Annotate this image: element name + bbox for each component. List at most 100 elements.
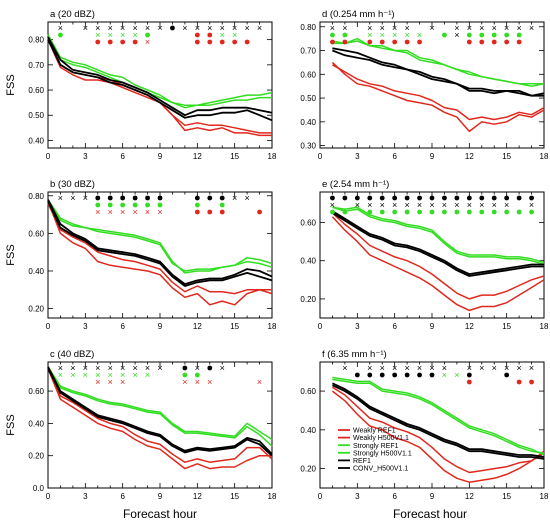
marker-cross: ×	[120, 377, 125, 387]
marker-cross: ×	[257, 23, 262, 33]
x-tick-label: 0	[46, 152, 51, 161]
marker-dot	[379, 39, 385, 45]
y-tick-label: 0.80	[300, 23, 316, 32]
y-axis-label: FSS	[5, 74, 17, 95]
y-tick-label: 0.80	[28, 192, 44, 201]
marker-cross: ×	[220, 363, 225, 373]
series-line-1	[332, 64, 545, 121]
x-tick-label: 6	[392, 492, 397, 501]
marker-cross: ×	[58, 23, 63, 33]
y-axis-label: FSS	[5, 414, 17, 435]
marker-dot	[417, 39, 422, 45]
marker-cross: ×	[120, 30, 125, 40]
marker-dot	[257, 209, 262, 215]
marker-cross: ×	[108, 363, 113, 373]
marker-cross: ×	[132, 370, 137, 380]
marker-dot	[145, 202, 150, 208]
x-tick-label: 15	[230, 492, 239, 501]
y-tick-label: 0.40	[28, 267, 44, 276]
marker-cross: ×	[429, 363, 434, 373]
marker-cross: ×	[404, 23, 409, 33]
marker-dot	[417, 209, 422, 215]
marker-dot	[442, 209, 447, 215]
marker-dot	[392, 195, 398, 201]
marker-cross: ×	[504, 363, 509, 373]
panel-title: a (20 dBZ)	[50, 9, 95, 20]
marker-cross: ×	[207, 377, 212, 387]
marker-dot	[442, 32, 447, 38]
x-tick-label: 0	[318, 492, 323, 501]
panel-4: e (2.54 mm h⁻¹) 0 3 6 9 12 15 18 0.20 0.40 0.60 × × ×…	[300, 179, 549, 331]
marker-dot	[107, 202, 113, 208]
marker-cross: ×	[504, 23, 509, 33]
marker-dot	[442, 195, 447, 201]
x-tick-label: 9	[158, 152, 163, 161]
series-line-5	[332, 49, 544, 97]
marker-cross: ×	[244, 23, 249, 33]
marker-cross: ×	[355, 200, 360, 210]
marker-dot	[194, 202, 200, 208]
marker-cross: ×	[467, 200, 472, 210]
marker-dot	[367, 209, 373, 215]
marker-dot	[367, 372, 373, 378]
marker-cross: ×	[70, 370, 75, 380]
series-line-5	[47, 201, 273, 287]
y-tick-label: 0.60	[28, 387, 44, 396]
marker-cross: ×	[83, 370, 88, 380]
x-tick-label: 12	[193, 492, 202, 501]
marker-dot	[466, 379, 472, 385]
series-line-2	[47, 34, 273, 106]
marker-dot	[194, 39, 200, 45]
marker-dot	[479, 209, 485, 215]
y-tick-label: 0.70	[300, 47, 316, 56]
marker-dot	[207, 365, 213, 371]
marker-dot	[194, 195, 200, 201]
marker-cross: ×	[58, 363, 63, 373]
marker-dot	[342, 39, 348, 45]
x-tick-label: 15	[502, 152, 511, 161]
marker-dot	[58, 32, 63, 38]
panel-title: f (6.35 mm h⁻¹)	[322, 349, 387, 360]
y-tick-label: 0.80	[28, 36, 44, 45]
marker-dot	[145, 32, 150, 38]
marker-dot	[491, 195, 497, 201]
series-line-5	[332, 384, 545, 460]
marker-dot	[207, 209, 213, 215]
x-tick-label: 9	[158, 492, 163, 501]
marker-cross: ×	[404, 200, 409, 210]
marker-cross: ×	[442, 370, 447, 380]
marker-cross: ×	[232, 23, 237, 33]
marker-dot	[120, 202, 126, 208]
marker-dot	[330, 209, 335, 215]
marker-dot	[516, 209, 522, 215]
x-tick-label: 18	[540, 322, 549, 331]
marker-dot	[417, 372, 422, 378]
marker-dot	[219, 39, 225, 45]
series-line-0	[47, 36, 272, 137]
marker-cross: ×	[442, 363, 447, 373]
marker-dot	[404, 372, 410, 378]
marker-dot	[194, 372, 200, 378]
marker-cross: ×	[392, 30, 397, 40]
panel-0: a (20 dBZ) FSS 0 3 6 9 12 15 18 0.40 0.50 0.60 0.70 0…	[5, 9, 277, 161]
marker-cross: ×	[157, 23, 162, 33]
marker-cross: ×	[392, 23, 397, 33]
x-tick-label: 6	[120, 492, 125, 501]
marker-cross: ×	[380, 363, 385, 373]
x-tick-label: 0	[46, 492, 51, 501]
marker-cross: ×	[145, 23, 150, 33]
y-tick-label: 0.40	[28, 136, 44, 145]
marker-dot	[330, 195, 335, 201]
marker-cross: ×	[454, 200, 459, 210]
marker-cross: ×	[367, 30, 372, 40]
marker-cross: ×	[157, 363, 162, 373]
marker-dot	[95, 202, 101, 208]
marker-cross: ×	[454, 30, 459, 40]
marker-dot	[454, 195, 460, 201]
x-tick-label: 3	[355, 152, 360, 161]
series-line-3	[47, 199, 273, 272]
x-tick-label: 15	[502, 322, 511, 331]
marker-cross: ×	[479, 200, 484, 210]
marker-cross: ×	[120, 23, 125, 33]
